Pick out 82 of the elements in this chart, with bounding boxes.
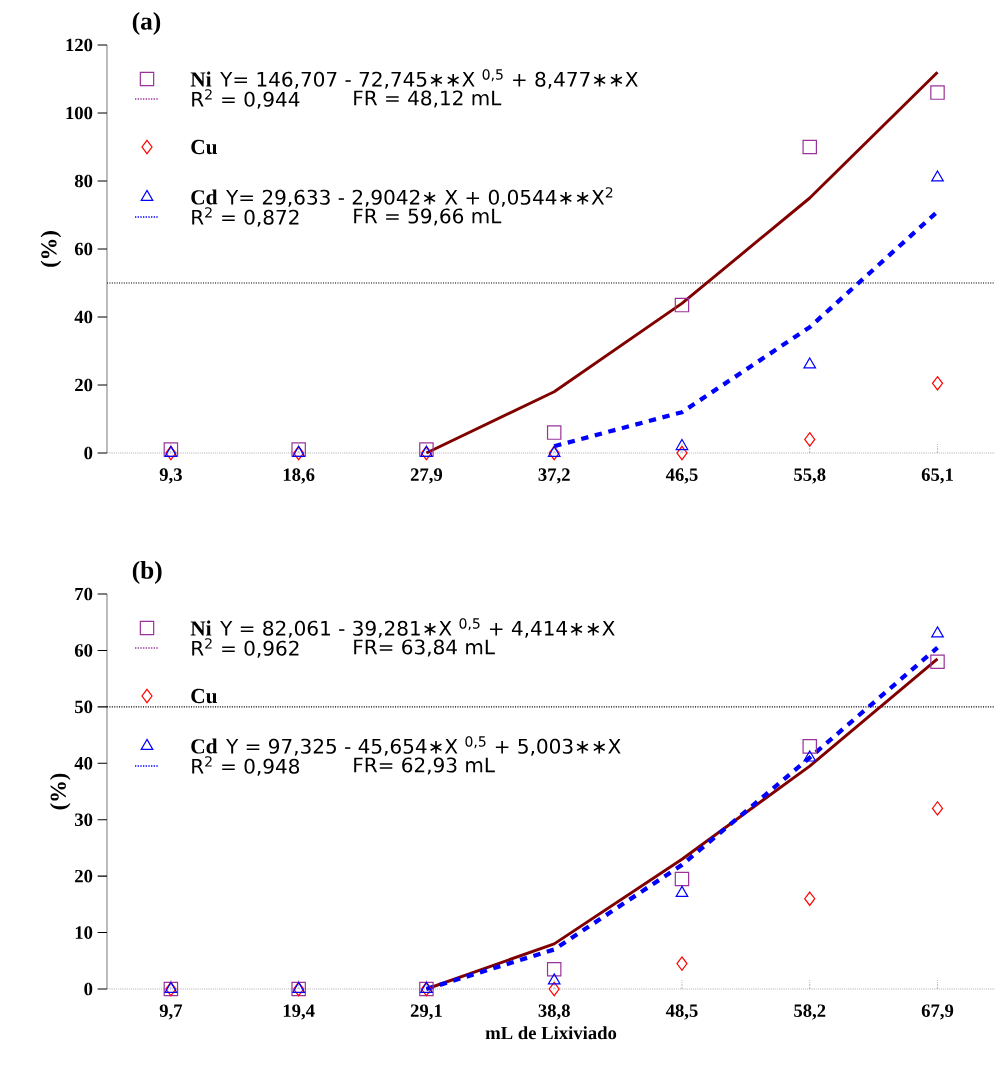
- point: [930, 654, 945, 669]
- x-tick-label: 65,1: [921, 468, 953, 484]
- point: [420, 981, 433, 993]
- legend-label: Cd: [191, 738, 218, 754]
- x-tick-label: 9,3: [159, 468, 182, 484]
- y-tick-label: 0: [84, 982, 93, 996]
- annotation: R$^{2}$ = 0,872: [192, 207, 299, 227]
- point: [420, 445, 433, 461]
- y-tick-label: 100: [66, 106, 93, 120]
- annotation: Y = 82,061 - 39,281∗X $^{0,5}$ + 4,414∗∗X: [220, 618, 615, 638]
- point: [676, 956, 688, 971]
- point: [930, 85, 945, 100]
- point: [675, 885, 689, 898]
- point: [548, 445, 560, 461]
- point: [292, 981, 306, 993]
- point: [674, 297, 690, 313]
- legend-label: Cu: [191, 688, 217, 704]
- point: [165, 445, 177, 461]
- x-tick-label: 27,9: [410, 468, 443, 484]
- annotation: FR = 48,12 mL: [354, 90, 502, 108]
- x-axis-title: mL de Lixiviado: [485, 1026, 617, 1040]
- x-tick-label: 37,2: [538, 468, 570, 484]
- y-tick-label: 10: [75, 926, 93, 939]
- point: [293, 445, 305, 461]
- point: [804, 891, 816, 906]
- annotation: R$^{2}$ = 0,962: [192, 638, 299, 658]
- annotation: R$^{2}$ = 0,948: [192, 756, 300, 776]
- point: [547, 445, 561, 457]
- point: [804, 432, 816, 447]
- x-tick-label: 48,5: [665, 1004, 698, 1020]
- x-tick-label: 19,4: [283, 1004, 315, 1020]
- annotation: Y= 146,707 - 72,745∗∗X $^{0,5}$ + 8,477∗∗X: [220, 69, 638, 89]
- point: [931, 801, 944, 816]
- annotation: FR= 63,84 mL: [354, 639, 495, 657]
- x-tick-label: 46,5: [665, 468, 698, 484]
- y-tick-label: 30: [75, 813, 93, 827]
- annotation: Y= 29,633 - 2,9042∗ X + 0,0544∗∗X$^{2}$: [226, 187, 613, 207]
- annotation: FR = 59,66 mL: [354, 208, 502, 226]
- x-tick-label: 9,7: [159, 1004, 183, 1020]
- chart-title: (a): [132, 11, 161, 35]
- point: [802, 139, 817, 155]
- x-tick-label: 29,1: [410, 1004, 442, 1020]
- y-tick-label: 60: [74, 644, 93, 657]
- legend-label: Cd: [191, 189, 218, 205]
- x-tick-label: 67,9: [921, 1004, 954, 1020]
- point: [675, 438, 689, 451]
- point: [676, 445, 688, 461]
- point: [548, 981, 560, 997]
- y-tick-label: 20: [75, 869, 93, 883]
- legend-label: Ni: [190, 71, 212, 87]
- x-tick-label: 58,2: [794, 1004, 826, 1020]
- y-tick-label: 80: [74, 174, 93, 188]
- point: [931, 376, 944, 391]
- y-axis-title: (%): [40, 231, 62, 267]
- y-tick-label: 40: [74, 310, 93, 324]
- point: [931, 626, 944, 638]
- point: [803, 357, 817, 369]
- y-tick-label: 40: [74, 756, 93, 770]
- y-tick-label: 60: [74, 242, 93, 256]
- y-tick-label: 20: [75, 378, 93, 392]
- annotation: FR= 62,93 mL: [354, 757, 495, 775]
- point: [931, 170, 944, 182]
- point: [546, 961, 562, 977]
- chart-title: (b): [132, 561, 162, 584]
- x-tick-label: 38,8: [538, 1004, 570, 1020]
- point: [164, 981, 178, 993]
- point: [803, 750, 817, 762]
- annotation: Y = 97,325 - 45,654∗X $^{0,5}$ + 5,003∗∗X: [226, 736, 621, 756]
- legend-label: Ni: [190, 620, 212, 636]
- point: [674, 871, 690, 887]
- x-tick-label: 18,6: [283, 468, 315, 484]
- point: [802, 739, 817, 754]
- y-tick-label: 120: [66, 38, 93, 52]
- x-tick-label: 55,8: [794, 468, 826, 484]
- y-tick-label: 0: [84, 446, 93, 460]
- y-tick-label: 50: [75, 700, 93, 714]
- point: [546, 425, 562, 440]
- y-axis-title: (%): [49, 773, 71, 810]
- point: [547, 973, 561, 985]
- annotation: R$^{2}$ = 0,944: [192, 89, 300, 109]
- y-tick-label: 70: [75, 587, 93, 601]
- legend-label: Cu: [191, 139, 217, 155]
